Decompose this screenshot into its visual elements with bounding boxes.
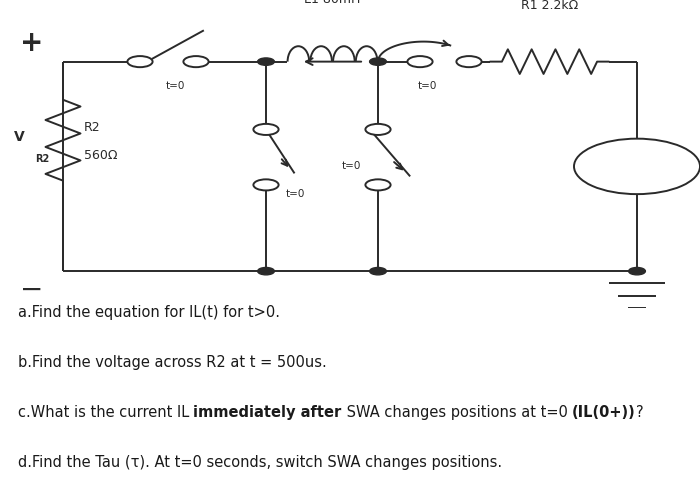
Circle shape (370, 267, 386, 275)
Text: t=0: t=0 (417, 82, 437, 91)
Text: R2: R2 (35, 154, 49, 164)
Text: −: − (20, 276, 43, 304)
Text: t=0: t=0 (342, 162, 361, 171)
Circle shape (407, 56, 433, 67)
Text: V: V (14, 130, 24, 144)
Circle shape (253, 124, 279, 135)
Circle shape (629, 267, 645, 275)
Text: t=0: t=0 (286, 189, 305, 199)
Text: b.Find the voltage across R2 at t = 500us.: b.Find the voltage across R2 at t = 500u… (18, 355, 326, 370)
Text: L1 80mH: L1 80mH (304, 0, 360, 6)
Text: ?: ? (636, 405, 643, 420)
Text: SWA changes positions at t=0: SWA changes positions at t=0 (342, 405, 572, 420)
Text: c.What is the current IL: c.What is the current IL (18, 405, 193, 420)
Text: +: + (20, 29, 43, 57)
Circle shape (365, 124, 391, 135)
Text: 560Ω: 560Ω (84, 149, 118, 162)
Text: (IL(0+)): (IL(0+)) (572, 405, 636, 420)
Circle shape (365, 179, 391, 190)
Circle shape (370, 58, 386, 65)
Circle shape (258, 58, 274, 65)
Circle shape (574, 139, 700, 194)
Circle shape (258, 267, 274, 275)
Text: R1 2.2kΩ: R1 2.2kΩ (521, 0, 578, 12)
Text: +: + (631, 149, 643, 163)
Text: immediately after: immediately after (193, 405, 342, 420)
Circle shape (253, 179, 279, 190)
Circle shape (456, 56, 482, 67)
Text: −: − (631, 170, 643, 185)
Text: R2: R2 (84, 121, 101, 134)
Text: a.Find the equation for IL(t) for t>0.: a.Find the equation for IL(t) for t>0. (18, 305, 279, 320)
Circle shape (183, 56, 209, 67)
Text: t=0: t=0 (165, 82, 185, 91)
Text: d.Find the Tau (τ). At t=0 seconds, switch SWA changes positions.: d.Find the Tau (τ). At t=0 seconds, swit… (18, 455, 502, 470)
Text: SWA: SWA (435, 0, 468, 3)
Circle shape (127, 56, 153, 67)
